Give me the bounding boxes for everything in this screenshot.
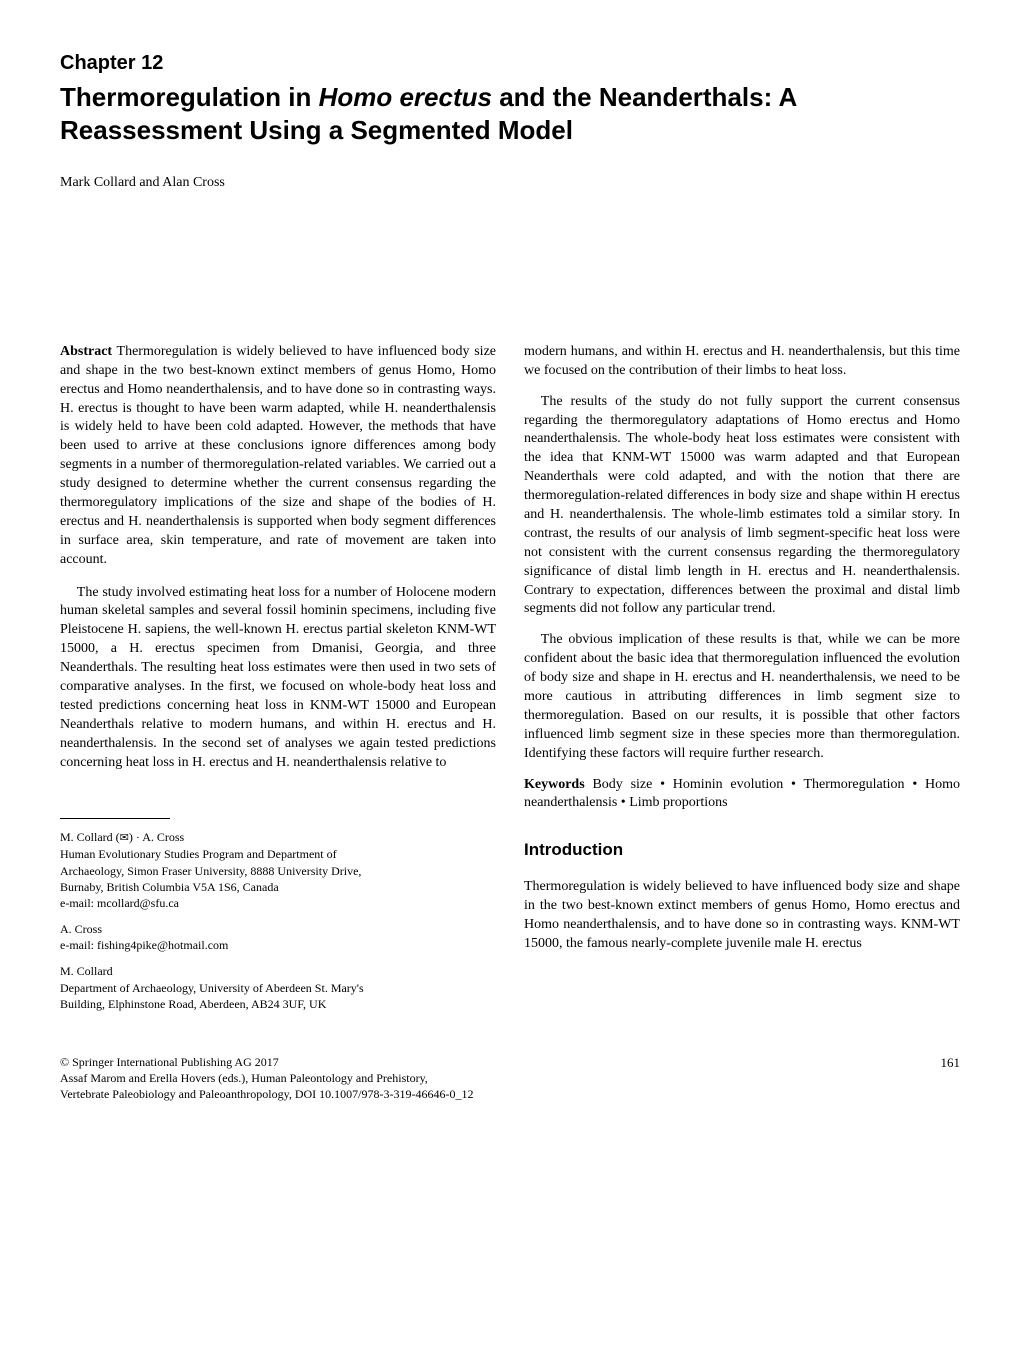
right-column: modern humans, and within H. erectus and… xyxy=(524,343,960,1022)
footnote-entry-3: M. Collard Department of Archaeology, Un… xyxy=(60,963,496,1012)
authors: Mark Collard and Alan Cross xyxy=(60,174,960,193)
abstract-paragraph-2: The study involved estimating heat loss … xyxy=(60,584,496,773)
title-pre: Thermoregulation in xyxy=(60,82,319,112)
footnote-name-1a: M. Collard ( xyxy=(60,830,120,844)
keywords-text: Body size • Hominin evolution • Thermore… xyxy=(524,777,960,811)
introduction-heading: Introduction xyxy=(524,839,960,862)
affiliation-2-email: e-mail: fishing4pike@hotmail.com xyxy=(60,937,496,953)
corresponding-author-line: M. Collard (✉) · A. Cross xyxy=(60,829,496,846)
chapter-label: Chapter 12 xyxy=(60,50,960,77)
title-italic: Homo erectus xyxy=(319,82,492,112)
envelope-icon: ✉ xyxy=(120,832,129,844)
abstract-label: Abstract xyxy=(60,344,112,359)
affiliation-1-line-2: Archaeology, Simon Fraser University, 88… xyxy=(60,863,496,879)
page-number: 161 xyxy=(941,1054,961,1103)
footnote-name-1b: ) · A. Cross xyxy=(129,830,184,844)
footnote-name-3: M. Collard xyxy=(60,963,496,979)
editors-line: Assaf Marom and Erella Hovers (eds.), Hu… xyxy=(60,1070,473,1086)
footer-left: © Springer International Publishing AG 2… xyxy=(60,1054,473,1103)
footnote-entry-2: A. Cross e-mail: fishing4pike@hotmail.co… xyxy=(60,921,496,953)
affiliation-3-line-2: Building, Elphinstone Road, Aberdeen, AB… xyxy=(60,996,496,1012)
chapter-title: Thermoregulation in Homo erectus and the… xyxy=(60,81,960,146)
copyright-line: © Springer International Publishing AG 2… xyxy=(60,1054,473,1070)
right-paragraph-2: The results of the study do not fully su… xyxy=(524,393,960,620)
page-footer: © Springer International Publishing AG 2… xyxy=(60,1054,960,1103)
right-paragraph-1: modern humans, and within H. erectus and… xyxy=(524,343,960,381)
footnote-name-2: A. Cross xyxy=(60,921,496,937)
abstract-text-1: Thermoregulation is widely believed to h… xyxy=(60,344,496,567)
left-column: Abstract Thermoregulation is widely beli… xyxy=(60,343,496,1022)
footnote-block: M. Collard (✉) · A. Cross Human Evolutio… xyxy=(60,829,496,1012)
keywords-paragraph: Keywords Body size • Hominin evolution •… xyxy=(524,776,960,814)
body-columns: Abstract Thermoregulation is widely beli… xyxy=(60,343,960,1022)
right-paragraph-3: The obvious implication of these results… xyxy=(524,631,960,763)
affiliation-1-line-3: Burnaby, British Columbia V5A 1S6, Canad… xyxy=(60,879,496,895)
abstract-paragraph-1: Abstract Thermoregulation is widely beli… xyxy=(60,343,496,570)
affiliation-1-line-1: Human Evolutionary Studies Program and D… xyxy=(60,846,496,862)
footnote-entry-1: M. Collard (✉) · A. Cross Human Evolutio… xyxy=(60,829,496,911)
affiliation-1-email: e-mail: mcollard@sfu.ca xyxy=(60,895,496,911)
series-line: Vertebrate Paleobiology and Paleoanthrop… xyxy=(60,1086,473,1102)
affiliation-3-line-1: Department of Archaeology, University of… xyxy=(60,980,496,996)
footnote-rule xyxy=(60,818,170,819)
introduction-paragraph-1: Thermoregulation is widely believed to h… xyxy=(524,878,960,954)
keywords-label: Keywords xyxy=(524,777,585,792)
